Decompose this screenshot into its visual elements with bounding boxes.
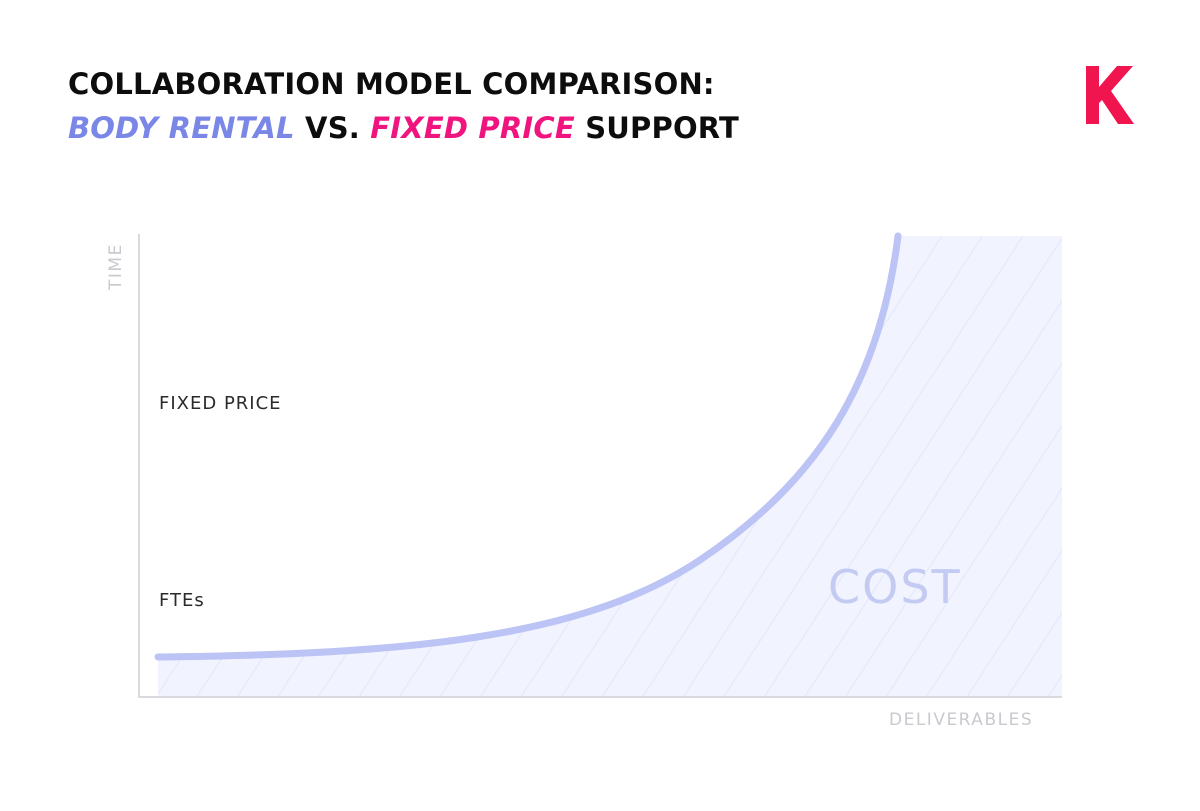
x-axis-label: DELIVERABLES: [889, 710, 1034, 730]
cost-region: [158, 236, 1062, 697]
title-line-1: COLLABORATION MODEL COMPARISON:: [68, 67, 715, 101]
brand-logo: K: [1086, 66, 1134, 124]
y-axis-label: TIME: [106, 243, 126, 290]
title-body-rental: BODY RENTAL: [68, 111, 295, 145]
cost-label: COST: [828, 560, 962, 614]
title-support: SUPPORT: [574, 111, 740, 145]
title-vs: VS.: [294, 111, 371, 145]
ftes-curve: [154, 232, 902, 661]
title-fixed-price: FIXED PRICE: [370, 111, 575, 145]
ftes-label: FTEs: [159, 590, 205, 611]
page-title: COLLABORATION MODEL COMPARISON: BODY REN…: [68, 62, 739, 150]
fixed-price-label: FIXED PRICE: [159, 393, 282, 414]
title-line-2: BODY RENTAL VS. FIXED PRICE SUPPORT: [68, 106, 739, 150]
